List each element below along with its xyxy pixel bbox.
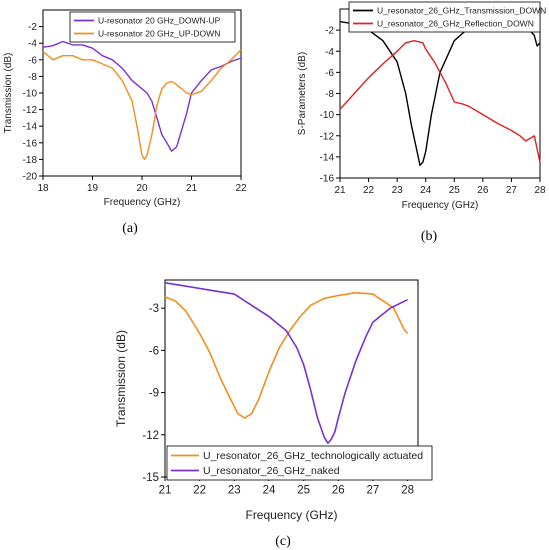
legend-entry: U_resonator_26_GHz_naked	[203, 465, 340, 477]
x-axis-label: Frequency (GHz)	[104, 197, 181, 208]
series-line-1	[164, 291, 409, 419]
y-axis-label: Transmission (dB)	[3, 53, 14, 134]
x-tick-label: 22	[193, 485, 206, 497]
legend-box	[69, 11, 236, 43]
x-tick-label: 21	[159, 485, 172, 497]
x-tick-label: 22	[235, 183, 247, 194]
y-tick-label: -20	[23, 172, 38, 183]
legend-entry: U_resonator_26_GHz_technologically actua…	[203, 450, 423, 462]
y-axis-label: Transmission (dB)	[114, 330, 128, 427]
x-tick-label: 26	[332, 485, 345, 497]
x-tick-label: 28	[401, 485, 414, 497]
y-tick-label: -12	[23, 105, 38, 116]
x-axis-label: Frequency (GHz)	[402, 200, 479, 211]
series-line-2	[164, 282, 408, 445]
x-tick-label: 27	[506, 185, 518, 196]
y-tick-label: -4	[325, 47, 334, 58]
y-tick-label: -16	[23, 138, 38, 149]
y-tick-label: -16	[320, 174, 335, 185]
y-tick-label: -6	[28, 55, 37, 66]
panel-caption: (a)	[122, 221, 138, 236]
plot-frame	[339, 8, 541, 179]
x-tick-label: 28	[534, 185, 546, 196]
x-tick-label: 22	[363, 185, 375, 196]
x-tick-label: 23	[228, 485, 241, 497]
x-tick-label: 20	[136, 183, 148, 194]
legend-box	[166, 445, 433, 481]
chart-panel-2: 21 22 23 24 25 26 27 28 -2 -4 -6 -8 -10 -12 -14 -16 Freq…	[297, 1, 546, 244]
y-tick-label: -18	[23, 155, 38, 166]
y-tick-label: -2	[28, 22, 37, 33]
y-tick-label: -12	[320, 131, 335, 142]
y-tick-label: -8	[325, 89, 334, 100]
y-tick-label: -8	[28, 72, 37, 83]
x-tick-label: 23	[392, 185, 404, 196]
y-axis-label: S-Parameters (dB)	[297, 52, 308, 135]
y-tick-label: -4	[28, 39, 37, 50]
panel-caption: (b)	[421, 229, 438, 244]
chart-panel-1: 18 19 20 21 22 -2 -4 -6 -8 -10 -12 -14 -16 -18 -20 Freq…	[3, 9, 247, 236]
y-tick-label: -6	[325, 68, 334, 79]
x-tick-label: 25	[449, 185, 461, 196]
y-tick-label: -14	[320, 152, 335, 163]
x-axis-label: Frequency (GHz)	[245, 508, 337, 522]
x-tick-label: 26	[477, 185, 489, 196]
y-tick-label: -9	[149, 388, 159, 400]
legend-entry: U-resonator 20 GHz_DOWN-UP	[98, 15, 221, 25]
y-tick-label: -2	[325, 26, 334, 37]
panel-caption: (c)	[275, 534, 291, 549]
x-tick-label: 24	[420, 185, 432, 196]
y-tick-label: -12	[142, 430, 159, 442]
x-tick-label: 25	[297, 485, 310, 497]
x-tick-label: 21	[186, 183, 198, 194]
series-line-1	[42, 40, 242, 152]
y-tick-label: -10	[23, 89, 38, 100]
legend-entry: U-resonator 20 GHz_UP-DOWN	[98, 28, 220, 38]
x-tick-label: 27	[367, 485, 380, 497]
legend-entry: U_resonator_26_GHz_Transmission_DOWN	[377, 5, 546, 15]
series-line-1	[339, 21, 541, 167]
legend-entry: U_resonator_26_GHz_Reflection_DOWN	[377, 18, 534, 28]
legend-box	[348, 1, 541, 33]
y-tick-label: -14	[23, 122, 38, 133]
y-tick-label: -6	[149, 345, 159, 357]
y-tick-label: -3	[149, 303, 159, 315]
x-tick-label: 19	[87, 183, 99, 194]
chart-panel-3: 21 22 23 24 25 26 27 28 -3 -6 -9 -12 -15 Frequency (G…	[114, 279, 433, 549]
series-line-2	[339, 40, 541, 163]
x-tick-label: 24	[263, 485, 276, 497]
x-tick-label: 18	[37, 183, 49, 194]
y-tick-label: -15	[142, 472, 159, 484]
y-tick-label: -10	[320, 110, 335, 121]
x-tick-label: 21	[334, 185, 346, 196]
series-line-2	[42, 49, 242, 161]
